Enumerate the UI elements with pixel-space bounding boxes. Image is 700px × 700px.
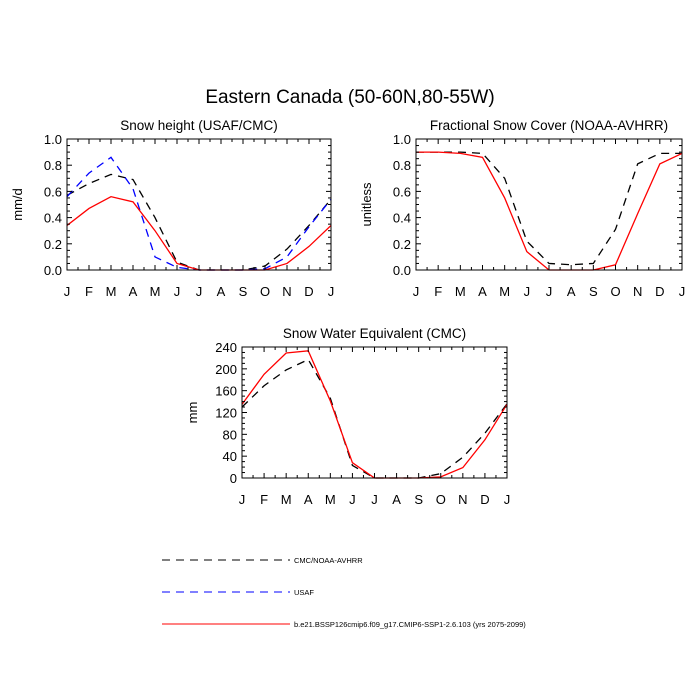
- chart-panel-3: Snow Water Equivalent (CMC) mm 0 40 80 120 160…: [185, 326, 510, 507]
- figure-title: Eastern Canada (50-60N,80-55W): [205, 87, 494, 108]
- legend: CMC/NOAA-AVHRR USAF b.e21.BSSP126cmip6.f09…: [162, 556, 526, 629]
- x-tick-label: J: [679, 284, 686, 299]
- y-tick-label: 120: [215, 406, 237, 421]
- legend-label: b.e21.BSSP126cmip6.f09_g17.CMIP6-SSP1-2.…: [294, 620, 526, 629]
- y-tick-label: 0.6: [44, 184, 62, 199]
- series-line-observed: [67, 173, 331, 271]
- x-tick-label: D: [655, 284, 664, 299]
- x-tick-label: A: [129, 284, 138, 299]
- x-tick-label: S: [239, 284, 248, 299]
- x-tick-label: J: [524, 284, 531, 299]
- x-tick-label: O: [260, 284, 270, 299]
- series-line-model: [242, 350, 507, 479]
- chart-title: Snow height (USAF/CMC): [120, 118, 278, 133]
- x-tick-label: F: [434, 284, 442, 299]
- y-tick-label: 0.8: [393, 158, 411, 173]
- y-tick-label: 0.6: [393, 184, 411, 199]
- x-tick-label: S: [414, 492, 423, 507]
- x-tick-label: O: [610, 284, 620, 299]
- y-axis-label: mm: [185, 402, 200, 424]
- y-tick-label: 1.0: [44, 132, 62, 147]
- x-tick-label: M: [281, 492, 292, 507]
- chart-panel-1: Snow height (USAF/CMC) mm/d 0.0 0.2 0.4 0.6 0.…: [10, 118, 334, 299]
- chart-title: Snow Water Equivalent (CMC): [283, 326, 466, 341]
- y-tick-label: 40: [223, 449, 237, 464]
- x-tick-label: J: [349, 492, 356, 507]
- y-tick-label: 200: [215, 362, 237, 377]
- series-group: [416, 151, 682, 271]
- x-tick-label: N: [458, 492, 467, 507]
- y-tick-label: 0.2: [44, 237, 62, 252]
- x-tick-label: F: [85, 284, 93, 299]
- series-group: [67, 156, 331, 271]
- x-tick-label: J: [328, 284, 335, 299]
- y-axis-label: mm/d: [10, 188, 25, 221]
- series-line-observed: [416, 151, 682, 266]
- x-tick-label: J: [413, 284, 420, 299]
- x-tick-label: A: [217, 284, 226, 299]
- x-tick-label: J: [546, 284, 553, 299]
- x-tick-label: A: [304, 492, 313, 507]
- y-tick-label: 240: [215, 340, 237, 355]
- chart-panel-2: Fractional Snow Cover (NOAA-AVHRR) unitle…: [359, 118, 685, 299]
- x-tick-label: M: [499, 284, 510, 299]
- y-tick-label: 80: [223, 427, 237, 442]
- chart-title: Fractional Snow Cover (NOAA-AVHRR): [430, 118, 668, 133]
- x-tick-label: M: [325, 492, 336, 507]
- x-tick-label: J: [196, 284, 203, 299]
- y-tick-label: 0.8: [44, 158, 62, 173]
- y-tick-label: 1.0: [393, 132, 411, 147]
- x-tick-label: A: [478, 284, 487, 299]
- series-line-model: [416, 151, 682, 271]
- x-tick-label: J: [504, 492, 511, 507]
- x-tick-label: J: [371, 492, 378, 507]
- y-tick-label: 160: [215, 384, 237, 399]
- y-tick-label: 0.4: [44, 211, 62, 226]
- plot-frame: [241, 346, 508, 479]
- x-tick-label: F: [260, 492, 268, 507]
- y-tick-label: 0.2: [393, 237, 411, 252]
- x-tick-label: D: [480, 492, 489, 507]
- legend-label: CMC/NOAA-AVHRR: [294, 556, 363, 565]
- series-line-model: [67, 195, 331, 271]
- x-tick-label: J: [174, 284, 181, 299]
- legend-label: USAF: [294, 588, 314, 597]
- series-line-usaf: [67, 156, 331, 271]
- x-tick-label: M: [106, 284, 117, 299]
- x-tick-label: A: [567, 284, 576, 299]
- x-tick-label: M: [150, 284, 161, 299]
- series-line-observed: [242, 358, 507, 479]
- x-tick-label: M: [455, 284, 466, 299]
- y-tick-label: 0.0: [393, 263, 411, 278]
- x-tick-label: N: [282, 284, 291, 299]
- x-tick-label: A: [392, 492, 401, 507]
- panels: Snow height (USAF/CMC) mm/d 0.0 0.2 0.4 0.6 0.…: [10, 118, 685, 507]
- x-tick-label: J: [239, 492, 246, 507]
- y-tick-label: 0: [230, 471, 237, 486]
- x-tick-label: J: [64, 284, 71, 299]
- x-tick-label: S: [589, 284, 598, 299]
- x-tick-label: N: [633, 284, 642, 299]
- x-tick-label: O: [436, 492, 446, 507]
- y-tick-label: 0.0: [44, 263, 62, 278]
- y-tick-label: 0.4: [393, 211, 411, 226]
- x-tick-label: D: [304, 284, 313, 299]
- series-group: [242, 350, 507, 479]
- y-axis-label: unitless: [359, 182, 374, 227]
